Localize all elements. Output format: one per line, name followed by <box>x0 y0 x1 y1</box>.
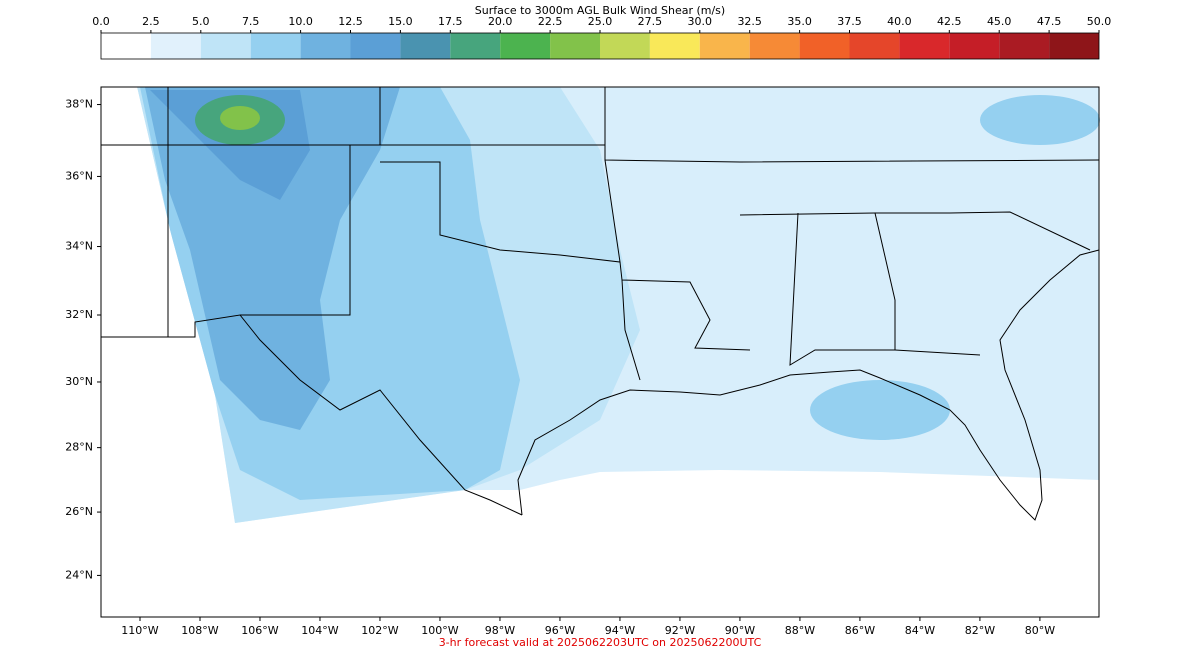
colorbar-bin <box>799 33 850 59</box>
boundaries <box>101 87 1100 521</box>
colorbar-title: Surface to 3000m AGL Bulk Wind Shear (m/… <box>475 4 725 17</box>
state-line-ms-al <box>789 212 981 366</box>
colorbar-tick-label: 32.5 <box>737 15 762 28</box>
state-line-tn <box>739 211 1091 251</box>
colorbar-tick-label: 37.5 <box>837 15 862 28</box>
lat-tick-label: 36°N <box>65 169 93 182</box>
colorbar-tick-label: 35.0 <box>787 15 812 28</box>
colorbar-tick-label: 5.0 <box>192 15 210 28</box>
colorbar-bin <box>600 33 650 59</box>
shade-ne <box>980 95 1100 145</box>
colorbar-bin <box>699 33 750 59</box>
colorbar-tick-label: 12.5 <box>338 15 363 28</box>
colorbar-bin <box>749 33 800 59</box>
colorbar-bin <box>150 33 201 59</box>
map-frame <box>100 86 1100 618</box>
shade-lime <box>220 106 260 130</box>
state-line-nm-tx <box>240 145 351 316</box>
lon-tick-label: 108°W <box>181 624 218 637</box>
coastline <box>517 249 1100 521</box>
lon-tick-label: 94°W <box>605 624 635 637</box>
state-line-al-ga <box>874 212 896 350</box>
colorbar-tick-label: 45.0 <box>987 15 1012 28</box>
map-shading <box>101 87 1100 523</box>
lon-tick-label: 86°W <box>845 624 875 637</box>
lon-tick-label: 96°W <box>545 624 575 637</box>
colorbar-bin <box>300 33 351 59</box>
colorbar-tick-label: 22.5 <box>538 15 563 28</box>
no-data-west <box>101 87 196 337</box>
colorbar-tick-label: 20.0 <box>488 15 513 28</box>
lon-tick-label: 106°W <box>241 624 278 637</box>
colorbar-bin <box>350 33 401 59</box>
colorbar-tick-label: 30.0 <box>688 15 713 28</box>
lat-tick-label: 32°N <box>65 308 93 321</box>
lon-tick-label: 104°W <box>301 624 338 637</box>
shade-gulf <box>810 380 950 440</box>
lat-tick-label: 28°N <box>65 441 93 454</box>
colorbar-bin <box>450 33 501 59</box>
colorbar-bin <box>550 33 600 59</box>
lon-tick-label: 82°W <box>965 624 995 637</box>
border-mexico <box>101 314 523 516</box>
map-axes: 110°W 108°W 106°W 104°W 102°W 100°W 98°W 96°W 94… <box>65 98 1055 637</box>
colorbar-bin <box>899 33 950 59</box>
footer: 3-hr forecast valid at 2025062203UTC on … <box>439 636 762 649</box>
colorbar-bin <box>101 33 151 59</box>
lon-tick-label: 98°W <box>485 624 515 637</box>
colorbar-bin <box>849 33 900 59</box>
state-line-north <box>101 144 1100 163</box>
colorbar-bin <box>200 33 251 59</box>
colorbar-bin <box>649 33 700 59</box>
shade-darker <box>145 87 400 430</box>
lat-tick-label: 38°N <box>65 98 93 111</box>
lat-tick-label: 34°N <box>65 240 93 253</box>
colorbar-bin <box>400 33 451 59</box>
colorbar-tick-label: 42.5 <box>937 15 962 28</box>
colorbar-tick-label: 27.5 <box>638 15 663 28</box>
colorbar: 0.0 2.5 5.0 7.5 10.0 12.5 15.0 17.5 20.0 22.5 25.0… <box>92 15 1112 60</box>
lon-tick-label: 88°W <box>785 624 815 637</box>
lat-tick-label: 26°N <box>65 505 93 518</box>
lon-tick-label: 92°W <box>665 624 695 637</box>
lon-tick-label: 90°W <box>725 624 755 637</box>
colorbar-tick-label: 47.5 <box>1037 15 1062 28</box>
state-line-la <box>619 261 751 351</box>
lat-tick-label: 24°N <box>65 568 93 581</box>
state-line-tx-la <box>621 279 641 381</box>
lon-tick-label: 80°W <box>1025 624 1055 637</box>
colorbar-tick-label: 2.5 <box>142 15 160 28</box>
colorbar-bin <box>999 33 1050 59</box>
lon-tick-label: 100°W <box>421 624 458 637</box>
colorbar-bin <box>500 33 551 59</box>
colorbar-bin <box>949 33 1000 59</box>
lat-tick-label: 30°N <box>65 375 93 388</box>
colorbar-tick-label: 7.5 <box>242 15 260 28</box>
colorbar-bin <box>1049 33 1099 59</box>
lon-tick-label: 84°W <box>905 624 935 637</box>
lon-tick-label: 102°W <box>361 624 398 637</box>
colorbar-tick-label: 17.5 <box>438 15 463 28</box>
colorbar-tick-label: 10.0 <box>288 15 313 28</box>
colorbar-tick-label: 50.0 <box>1087 15 1112 28</box>
colorbar-tick-label: 0.0 <box>92 15 110 28</box>
colorbar-bin <box>250 33 301 59</box>
colorbar-tick-label: 25.0 <box>588 15 613 28</box>
lon-tick-label: 110°W <box>121 624 158 637</box>
colorbar-tick-label: 40.0 <box>887 15 912 28</box>
colorbar-tick-label: 15.0 <box>388 15 413 28</box>
